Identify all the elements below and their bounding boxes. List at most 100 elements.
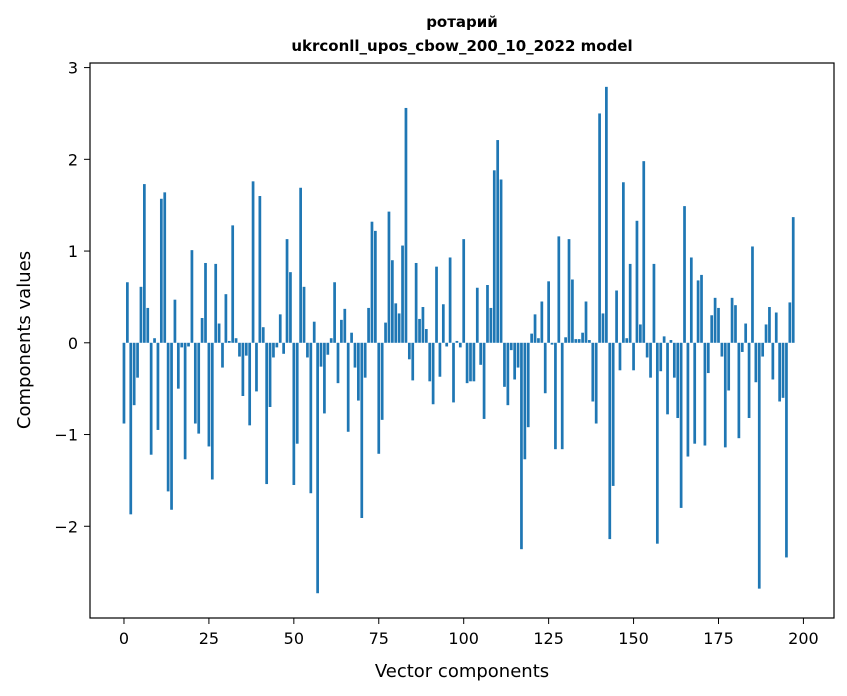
bar: [526, 342, 530, 428]
bar: [550, 342, 554, 345]
bar: [445, 342, 449, 347]
bar: [543, 342, 547, 394]
bar: [397, 313, 401, 343]
bar: [238, 342, 241, 357]
bar: [323, 342, 326, 414]
bar: [384, 322, 387, 343]
bar: [336, 342, 340, 384]
bar: [554, 342, 557, 450]
bar: [163, 192, 167, 343]
bar: [696, 280, 700, 343]
bar: [744, 323, 748, 343]
bar: [418, 318, 421, 343]
bar: [139, 286, 143, 343]
bar: [244, 342, 248, 356]
bar: [662, 336, 666, 343]
x-tick-label: 100: [448, 629, 479, 648]
bar: [360, 342, 364, 518]
x-tick-label: 200: [788, 629, 819, 648]
bar: [312, 321, 316, 343]
bar: [635, 220, 639, 343]
bar: [224, 294, 228, 343]
bar: [734, 305, 737, 343]
chart-subtitle: ukrconll_upos_cbow_200_10_2022 model: [291, 37, 632, 55]
bar: [723, 342, 727, 448]
bar: [404, 107, 408, 343]
bar: [605, 86, 608, 343]
bar: [190, 250, 194, 343]
bar: [757, 342, 761, 589]
bar: [509, 342, 513, 351]
bar: [435, 266, 438, 343]
bar: [713, 297, 717, 343]
bar: [319, 342, 323, 367]
bar: [350, 332, 353, 343]
bar: [611, 342, 615, 486]
bar: [771, 342, 775, 380]
bar: [639, 324, 642, 343]
x-tick-label: 50: [284, 629, 304, 648]
bar: [506, 342, 510, 406]
bar: [241, 342, 245, 396]
bar: [275, 342, 279, 348]
bar: [221, 342, 224, 368]
bar: [214, 263, 218, 343]
bar: [560, 342, 564, 450]
bar: [285, 239, 289, 343]
bar: [520, 342, 523, 550]
bar: [126, 282, 129, 343]
bar: [622, 182, 625, 343]
bar: [540, 301, 544, 343]
bar: [255, 342, 258, 392]
bar: [407, 342, 411, 360]
bar: [588, 340, 591, 343]
bar: [316, 342, 319, 594]
bar: [394, 303, 398, 343]
bar: [428, 342, 432, 382]
bar: [414, 262, 418, 343]
bar: [357, 342, 360, 401]
bar: [689, 257, 693, 343]
bar: [533, 314, 537, 343]
bar: [122, 342, 126, 424]
bar: [302, 286, 306, 343]
bar: [717, 307, 720, 343]
bar: [747, 342, 751, 419]
bar: [421, 307, 425, 343]
bar: [530, 333, 533, 343]
bar: [598, 113, 601, 343]
bar: [618, 342, 622, 371]
bar: [482, 342, 486, 419]
x-axis-label: Vector components: [375, 661, 549, 682]
bar: [683, 206, 686, 343]
y-axis-ticks: −2 −1 0 1 2 3: [54, 59, 90, 536]
y-tick-label: 2: [68, 150, 78, 169]
x-tick-label: 0: [119, 629, 129, 648]
bar: [343, 308, 347, 343]
bar: [424, 329, 428, 343]
bar: [380, 342, 384, 420]
bar: [176, 342, 180, 389]
bar: [258, 196, 262, 343]
bar: [496, 140, 500, 343]
bar: [737, 342, 741, 439]
y-tick-label: −2: [54, 517, 78, 536]
bar: [462, 239, 466, 343]
bar: [278, 314, 282, 343]
x-tick-label: 25: [199, 629, 219, 648]
bar: [431, 342, 435, 405]
bar: [153, 338, 156, 343]
bar: [571, 279, 574, 343]
x-axis-ticks: 0 25 50 75 100 125 150 175 200: [119, 618, 819, 648]
bar: [251, 181, 255, 343]
bar: [438, 342, 442, 377]
bar: [234, 338, 238, 343]
bar: [346, 342, 350, 432]
bar: [666, 342, 669, 415]
bar: [632, 342, 635, 371]
bar: [210, 342, 214, 480]
bar: [594, 342, 598, 424]
bar: [292, 342, 296, 485]
bar: [149, 342, 153, 455]
